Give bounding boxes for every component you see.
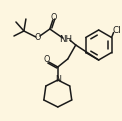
Text: O: O [44,54,50,64]
Text: O: O [51,14,57,23]
Text: NH: NH [59,34,72,44]
Text: N: N [55,76,61,84]
Text: O: O [35,33,41,42]
Text: Cl: Cl [112,26,121,35]
